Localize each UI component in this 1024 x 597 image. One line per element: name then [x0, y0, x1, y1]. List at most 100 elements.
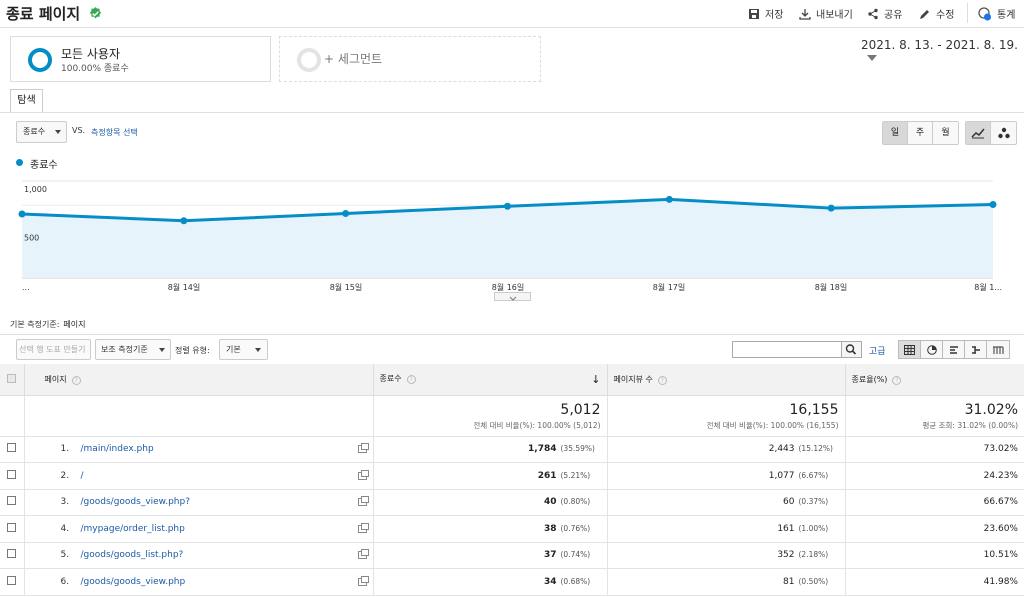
save-button[interactable]: 저장 [748, 6, 783, 21]
chevron-down-icon [867, 55, 877, 61]
open-page-icon[interactable] [357, 443, 369, 454]
help-icon[interactable]: ? [657, 375, 667, 385]
line-chart-button[interactable] [966, 122, 991, 144]
row-pageviews-cell: 161 (1.00%) [607, 515, 846, 543]
view-percentage-button[interactable] [921, 341, 943, 358]
view-performance-button[interactable] [943, 341, 965, 358]
search-button[interactable] [842, 341, 862, 358]
header-pageviews[interactable]: 페이지뷰 수? [607, 364, 846, 396]
y-tick-label: 500 [24, 234, 39, 243]
sort-type-value: 기본 [226, 345, 241, 354]
search-icon [845, 344, 857, 355]
row-exits: 1,784 [528, 444, 557, 455]
totals-pageviews-value: 16,155 [789, 401, 839, 418]
legend-label: 종료수 [30, 160, 58, 171]
row-checkbox-cell [0, 542, 25, 569]
export-button[interactable]: 내보내기 [799, 6, 853, 21]
row-page-cell: 2. / [24, 462, 374, 490]
granularity-toggle: 일 주 월 [882, 121, 959, 145]
table-row: 5./goods/goods_list.php? 37 (0.74%) 352 (2.1… [0, 542, 1024, 569]
data-point [827, 204, 835, 212]
table-search-input[interactable] [732, 341, 842, 358]
header-exit-rate[interactable]: 종료율(%)? [845, 364, 1024, 396]
row-exits-cell: 1,784 (35.59%) [373, 436, 608, 463]
header-exits[interactable]: 종료수? ↓ [373, 364, 608, 396]
row-exits: 37 [543, 550, 557, 561]
row-checkbox-cell [0, 489, 25, 516]
row-checkbox[interactable] [7, 549, 17, 559]
row-checkbox[interactable] [7, 575, 17, 585]
row-page-link[interactable]: / [80, 470, 84, 481]
table-row: 1./main/index.php 1,784 (35.59%) 2,443 (15.1… [0, 436, 1024, 463]
help-icon[interactable]: ? [892, 375, 902, 385]
row-exits-pct: (5.21%) [560, 470, 591, 480]
open-page-icon[interactable] [357, 496, 369, 507]
help-icon[interactable]: ? [71, 375, 81, 385]
row-index: 5. [60, 550, 70, 561]
bar-chart-icon [949, 345, 958, 354]
share-button[interactable]: 공유 [867, 6, 902, 21]
row-checkbox[interactable] [7, 443, 17, 453]
metric-select[interactable]: 종료수 [16, 121, 67, 143]
totals-exits-value: 5,012 [560, 401, 601, 418]
row-checkbox[interactable] [7, 469, 17, 479]
data-point [180, 217, 188, 225]
secondary-dimension-select[interactable]: 보조 측정기준 [95, 339, 171, 360]
view-pivot-button[interactable] [987, 341, 1009, 358]
segment-subtext: 100.00% 종료수 [61, 64, 129, 74]
plot-rows-button[interactable]: 선택 행 도표 만들기 [16, 339, 91, 360]
help-icon[interactable]: ? [406, 374, 416, 384]
add-segment-button[interactable]: + 세그먼트 [279, 36, 541, 82]
row-page-link[interactable]: /mypage/order_list.php [80, 523, 185, 534]
row-checkbox-cell [0, 436, 25, 463]
tab-explore[interactable]: 탐색 [10, 89, 43, 113]
primary-dimension-value[interactable]: 페이지 [63, 320, 86, 329]
insights-button[interactable]: 통계 [978, 6, 1015, 21]
open-page-icon[interactable] [357, 469, 369, 480]
x-tick-label: 8월 16일 [492, 282, 525, 292]
table-header-row: 페이지? 종료수? ↓ 페이지뷰 수? 종료율(%)? [0, 364, 1024, 396]
select-metric-link[interactable]: 측정항목 선택 [91, 128, 138, 137]
row-checkbox[interactable] [7, 522, 17, 532]
sort-type-select[interactable]: 기본 [219, 339, 268, 360]
row-page-link[interactable]: /goods/goods_list.php? [80, 550, 184, 561]
select-all-checkbox[interactable] [7, 373, 17, 383]
totals-exits: 5,012 전체 대비 비율(%): 100.00% (5,012) [373, 395, 608, 437]
chart-expand-handle[interactable] [494, 292, 531, 301]
edit-button[interactable]: 수정 [919, 6, 954, 21]
row-pageviews-cell: 352 (2.18%) [607, 542, 846, 569]
motion-chart-button[interactable] [991, 122, 1016, 144]
granularity-week[interactable]: 주 [908, 122, 933, 144]
row-checkbox[interactable] [7, 496, 17, 506]
row-page-link[interactable]: /goods/goods_view.php [80, 576, 186, 587]
chevron-down-icon [509, 296, 517, 301]
view-data-button[interactable] [899, 341, 921, 358]
chevron-down-icon [159, 348, 165, 352]
x-tick-label: 8월 1... [974, 282, 1002, 292]
row-page-link[interactable]: /goods/goods_view.php? [80, 497, 191, 508]
row-index: 3. [60, 497, 70, 508]
share-label: 공유 [884, 10, 903, 21]
open-page-icon[interactable] [357, 549, 369, 560]
advanced-filter-link[interactable]: 고급 [869, 347, 886, 357]
pie-chart-icon [926, 344, 937, 355]
edit-icon [920, 9, 929, 19]
row-page-link[interactable]: /main/index.php [80, 444, 154, 455]
grid-icon [904, 344, 915, 355]
row-index: 4. [60, 523, 70, 534]
view-comparison-button[interactable] [965, 341, 987, 358]
date-range-picker[interactable]: 2021. 8. 13. - 2021. 8. 19. [861, 38, 1024, 66]
segment-all-users[interactable]: 모든 사용자 100.00% 종료수 [10, 36, 271, 82]
row-exit-rate: 73.02% [845, 436, 1024, 463]
row-page-cell: 5. /goods/goods_list.php? [24, 542, 374, 569]
select-all-cell [0, 364, 25, 396]
granularity-month[interactable]: 월 [933, 122, 958, 144]
row-page-cell: 6. /goods/goods_view.php [24, 568, 374, 596]
header-page[interactable]: 페이지? [24, 364, 374, 396]
row-exits: 40 [543, 497, 557, 508]
open-page-icon[interactable] [357, 575, 369, 586]
open-page-icon[interactable] [357, 522, 369, 533]
row-exit-rate: 41.98% [845, 568, 1024, 596]
export-label: 내보내기 [816, 10, 853, 21]
granularity-day[interactable]: 일 [883, 122, 908, 144]
